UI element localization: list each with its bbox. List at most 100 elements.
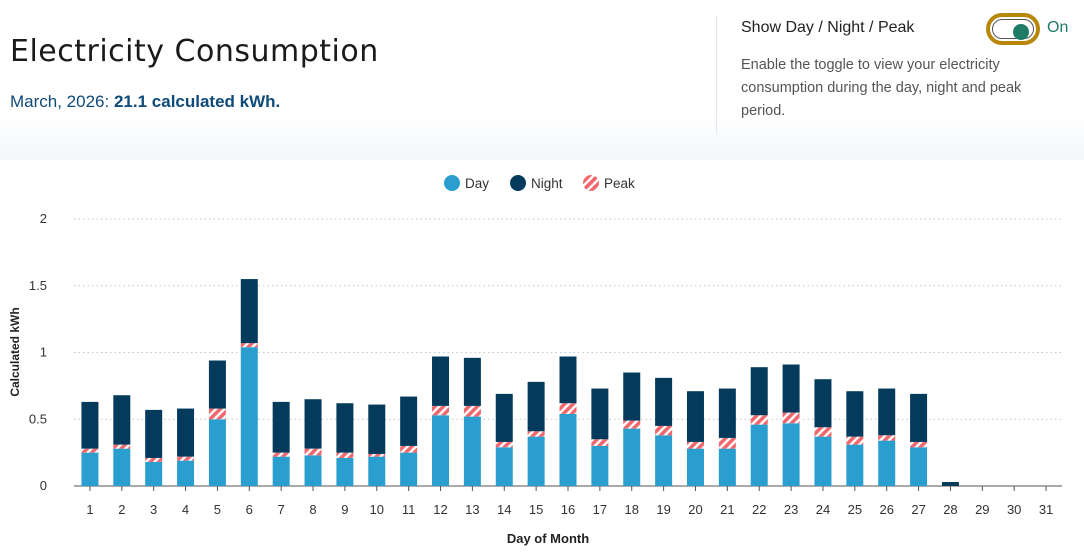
bar-day bbox=[559, 413, 577, 486]
bar-peak bbox=[846, 436, 864, 445]
bar-stack bbox=[941, 481, 959, 486]
toggle-description: Enable the toggle to view your electrici… bbox=[741, 57, 1022, 119]
bar-peak bbox=[878, 435, 896, 441]
bar-stack bbox=[463, 357, 481, 486]
bar-stack bbox=[81, 401, 99, 486]
bars bbox=[81, 279, 959, 486]
toggle-track bbox=[992, 19, 1034, 40]
bar-night bbox=[208, 360, 226, 409]
x-tick-label: 8 bbox=[309, 502, 316, 517]
bar-peak bbox=[591, 439, 609, 446]
toggle-state: On bbox=[1047, 19, 1069, 36]
x-tick-label: 28 bbox=[943, 502, 957, 517]
x-tick-label: 18 bbox=[625, 502, 639, 517]
bar-peak bbox=[814, 427, 832, 437]
y-tick-label: 0.5 bbox=[29, 411, 47, 426]
bar-stack bbox=[814, 379, 832, 486]
bar-stack bbox=[400, 396, 418, 486]
bar-stack bbox=[878, 388, 896, 486]
bar-night bbox=[655, 377, 673, 426]
bar-day bbox=[240, 347, 258, 486]
bar-peak bbox=[686, 441, 704, 449]
legend-label: Night bbox=[531, 176, 563, 191]
total-consumption: 21.1 calculated kWh. bbox=[113, 92, 281, 111]
bar-stack bbox=[240, 279, 258, 486]
chart-legend: Day Night Peak bbox=[444, 175, 635, 191]
bar-peak bbox=[527, 431, 545, 437]
consumption-chart: Day Night Peak 00.511.52 1 2 3 4 5 6 7 8 9 10 11 12 13… bbox=[8, 175, 1062, 546]
x-tick-label: 29 bbox=[975, 502, 989, 517]
bar-night bbox=[941, 481, 959, 486]
bar-stack bbox=[718, 388, 736, 486]
bar-night bbox=[686, 391, 704, 442]
y-tick-label: 0 bbox=[40, 478, 47, 493]
y-axis-ticks: 0 0.5 1 1.5 2 bbox=[29, 211, 47, 493]
x-tick-label: 31 bbox=[1039, 502, 1053, 517]
bar-stack bbox=[846, 391, 864, 486]
bar-night bbox=[240, 279, 258, 344]
x-axis-label: Day of Month bbox=[507, 531, 589, 546]
bar-peak bbox=[368, 453, 386, 457]
bar-stack bbox=[177, 408, 195, 486]
bar-stack bbox=[495, 393, 513, 486]
bar-peak bbox=[463, 405, 481, 417]
bar-peak bbox=[718, 437, 736, 449]
legend-item-night[interactable]: Night bbox=[510, 175, 563, 191]
y-axis-label: Calculated kWh bbox=[8, 307, 22, 396]
bar-night bbox=[718, 388, 736, 438]
bar-stack bbox=[336, 403, 354, 486]
bar-stack bbox=[591, 388, 609, 486]
legend-label: Day bbox=[465, 176, 489, 191]
y-tick-label: 1 bbox=[40, 345, 47, 360]
y-tick-label: 1.5 bbox=[29, 278, 47, 293]
bar-night bbox=[177, 408, 195, 457]
toggle-label: Show Day / Night / Peak bbox=[741, 19, 915, 36]
bar-stack bbox=[432, 356, 450, 486]
legend-item-day[interactable]: Day bbox=[444, 175, 489, 191]
bar-peak bbox=[177, 456, 195, 461]
bar-peak bbox=[655, 425, 673, 436]
bar-night bbox=[878, 388, 896, 436]
page-title: Electricity Consumption bbox=[10, 34, 379, 69]
x-tick-label: 24 bbox=[816, 502, 830, 517]
bar-day bbox=[878, 440, 896, 486]
bar-night bbox=[304, 399, 322, 449]
bar-night bbox=[272, 401, 290, 453]
bar-peak bbox=[81, 448, 99, 453]
bar-peak bbox=[208, 408, 226, 420]
x-tick-label: 1 bbox=[86, 502, 93, 517]
bar-night bbox=[750, 367, 768, 416]
legend-item-peak[interactable]: Peak bbox=[583, 175, 635, 191]
legend-marker bbox=[583, 175, 599, 191]
bar-night bbox=[559, 356, 577, 404]
bar-night bbox=[846, 391, 864, 437]
bar-day bbox=[910, 447, 928, 486]
bar-peak bbox=[240, 343, 258, 348]
legend-marker bbox=[510, 175, 526, 191]
bar-stack bbox=[655, 377, 673, 486]
bar-stack bbox=[368, 404, 386, 486]
consumption-summary: March, 2026: 21.1 calculated kWh. bbox=[10, 92, 280, 112]
x-axis-ticks: 1 2 3 4 5 6 7 8 9 10 11 12 13 14 15 16 17 18 19 20 21 22 23 24 2… bbox=[86, 486, 1053, 517]
x-tick-label: 22 bbox=[752, 502, 766, 517]
bar-day bbox=[113, 448, 131, 486]
bar-day bbox=[432, 415, 450, 486]
bar-night bbox=[368, 404, 386, 454]
bar-peak bbox=[782, 412, 800, 424]
bar-stack bbox=[208, 360, 226, 486]
bar-stack bbox=[272, 401, 290, 486]
x-tick-label: 26 bbox=[879, 502, 893, 517]
bar-stack bbox=[559, 356, 577, 486]
x-tick-label: 25 bbox=[848, 502, 862, 517]
bar-stack bbox=[623, 372, 641, 486]
bar-night bbox=[81, 401, 99, 449]
bar-peak bbox=[432, 405, 450, 416]
bar-stack bbox=[782, 364, 800, 486]
day-night-peak-toggle[interactable] bbox=[986, 13, 1040, 45]
bar-peak bbox=[113, 444, 131, 449]
x-tick-label: 11 bbox=[402, 502, 416, 517]
bar-stack bbox=[145, 409, 163, 486]
x-tick-label: 16 bbox=[561, 502, 575, 517]
x-tick-label: 19 bbox=[656, 502, 670, 517]
x-tick-label: 27 bbox=[911, 502, 925, 517]
